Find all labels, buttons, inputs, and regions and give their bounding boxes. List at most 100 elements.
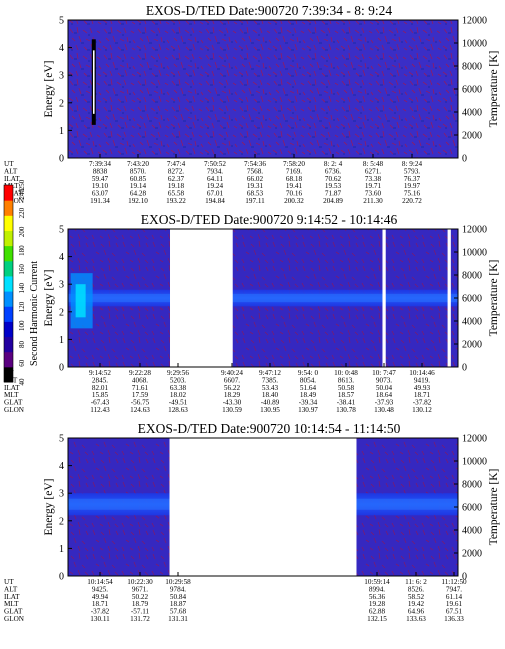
ephemeris-value: 19.28 — [369, 600, 386, 608]
x-tick-label: 10:14:46 — [409, 369, 435, 377]
x-tick-label: 11:12:50 — [441, 578, 467, 586]
ephemeris-value: 18.29 — [224, 391, 241, 399]
emission-band-core — [68, 293, 458, 303]
ephemeris-value: 18.79 — [132, 600, 149, 608]
ephemeris-row-label: ILAT — [4, 593, 20, 601]
y2-tick-label: 4000 — [462, 526, 482, 537]
y2-tick-label: 2000 — [462, 131, 482, 142]
ephemeris-value: 67.01 — [207, 190, 224, 198]
colorbar-segment — [4, 200, 13, 216]
data-gap — [447, 228, 451, 368]
y2-tick-label: 2000 — [462, 340, 482, 351]
y2-tick-label: 4000 — [462, 317, 482, 328]
colorbar-segment — [4, 215, 13, 231]
y2-tick-label: 8000 — [462, 62, 482, 73]
ephemeris-value: 64.96 — [408, 608, 425, 616]
y2-tick-label: 6000 — [462, 294, 482, 305]
ephemeris-value: 19.24 — [207, 182, 224, 190]
colorbar-tick-label: 100 — [18, 320, 26, 331]
ephemeris-value: 191.34 — [90, 197, 110, 205]
ephemeris-value: 59.47 — [92, 175, 109, 183]
ephemeris-value: 50.22 — [132, 593, 149, 601]
ephemeris-value: 132.15 — [367, 615, 387, 623]
ephemeris-value: 76.37 — [404, 175, 421, 183]
colorbar-tick-label: 40 — [18, 378, 26, 386]
ephemeris-value: 6607. — [224, 376, 240, 384]
ephemeris-value: 49.93 — [414, 384, 431, 392]
ephemeris-row-label: ILAT — [4, 384, 20, 392]
ephemeris-row-label: GLON — [4, 615, 25, 623]
ephemeris-value: 18.71 — [414, 391, 431, 399]
ephemeris-value: 17.59 — [132, 391, 149, 399]
panel-title: EXOS-D/TED Date:900720 7:39:34 - 8: 9:24 — [146, 3, 393, 18]
y2-tick-label: 10000 — [462, 457, 487, 468]
spectrogram-panel-2: EXOS-D/TED Date:900720 9:14:52 - 10:14:4… — [4, 212, 500, 414]
ephemeris-value: 75.16 — [404, 190, 421, 198]
ephemeris-row-label: ALT — [4, 585, 18, 593]
colorbar-segment — [4, 230, 13, 247]
colorbar-segment — [4, 366, 13, 383]
ephemeris-value: 63.38 — [170, 384, 187, 392]
x-tick-label: 7:54:36 — [244, 160, 266, 168]
ephemeris-row-label: ILAT — [4, 175, 20, 183]
ephemeris-value: 51.64 — [300, 384, 317, 392]
ephemeris-value: 7947. — [446, 585, 462, 593]
x-tick-label: 7:58:20 — [283, 160, 305, 168]
y2-tick-label: 0 — [462, 154, 467, 165]
ephemeris-value: 8994. — [369, 585, 385, 593]
ephemeris-value: 9425. — [92, 585, 108, 593]
ephemeris-value: 82.01 — [92, 384, 109, 392]
ephemeris-value: 8613. — [338, 376, 354, 384]
ephemeris-value: 6271. — [365, 167, 381, 175]
ephemeris-value: 133.63 — [406, 615, 426, 623]
x-tick-label: 8: 9:24 — [402, 160, 423, 168]
ephemeris-value: 193.22 — [166, 197, 186, 205]
y-tick-label: 3 — [59, 280, 64, 291]
ephemeris-value: 7169. — [286, 167, 302, 175]
ephemeris-value: 9784. — [170, 585, 186, 593]
ephemeris-value: 130.78 — [336, 406, 356, 414]
ephemeris-value: 130.97 — [298, 406, 318, 414]
ephemeris-value: 73.60 — [365, 190, 382, 198]
ephemeris-value: 7568. — [247, 167, 263, 175]
colorbar-tick-label: 200 — [18, 226, 26, 237]
ephemeris-value: 8526. — [408, 585, 424, 593]
colorbar-segment — [4, 306, 13, 322]
ephemeris-row-label: GLAT — [4, 608, 23, 616]
ephemeris-value: -39.34 — [299, 399, 318, 407]
y2-axis-label: Temperature [K] — [488, 260, 500, 337]
colorbar-segment — [4, 351, 13, 368]
ephemeris-value: 9419. — [414, 376, 430, 384]
ephemeris-value: 56.22 — [224, 384, 241, 392]
y2-axis-label: Temperature [K] — [488, 469, 500, 546]
ephemeris-value: 70.16 — [286, 190, 303, 198]
y-tick-label: 0 — [59, 363, 64, 374]
y-tick-label: 1 — [59, 126, 64, 137]
ephemeris-value: 131.31 — [168, 615, 188, 623]
ephemeris-value: 56.36 — [369, 593, 386, 601]
ephemeris-value: 50.84 — [170, 593, 187, 601]
ephemeris-value: 66.02 — [247, 175, 264, 183]
panel-title: EXOS-D/TED Date:900720 10:14:54 - 11:14:… — [138, 421, 401, 436]
colorbar-segment — [4, 321, 13, 338]
ephemeris-value: 19.14 — [130, 182, 147, 190]
ephemeris-value: 19.97 — [404, 182, 421, 190]
ephemeris-value: 19.10 — [92, 182, 109, 190]
x-tick-label: 10:14:54 — [87, 578, 113, 586]
ephemeris-value: 7385. — [262, 376, 278, 384]
ephemeris-value: 19.42 — [408, 600, 425, 608]
ephemeris-value: -37.82 — [413, 399, 432, 407]
y2-tick-label: 8000 — [462, 480, 482, 491]
y2-tick-label: 6000 — [462, 85, 482, 96]
ephemeris-value: 70.62 — [325, 175, 342, 183]
ephemeris-value: -67.43 — [91, 399, 110, 407]
x-tick-label: 9:40:24 — [221, 369, 243, 377]
y-tick-label: 5 — [59, 434, 64, 445]
x-tick-label: 7:39:34 — [89, 160, 111, 168]
ephemeris-row-label: ALT — [4, 167, 18, 175]
ephemeris-value: 64.28 — [130, 190, 147, 198]
ephemeris-value: 136.33 — [444, 615, 464, 623]
y-tick-label: 1 — [59, 544, 64, 555]
ephemeris-value: 130.11 — [90, 615, 110, 623]
x-tick-label: 7:43:20 — [127, 160, 149, 168]
